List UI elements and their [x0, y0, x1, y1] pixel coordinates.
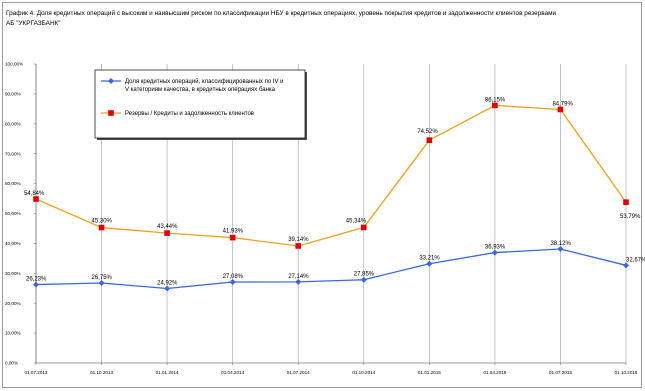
data-point-marker — [623, 199, 629, 205]
chart-title: График 4. Доля кредитных операций с высо… — [6, 10, 557, 27]
data-label: 38,12% — [550, 241, 571, 247]
data-label: 39,14% — [288, 237, 309, 243]
x-tick-label: 01.04.2015 — [483, 370, 506, 375]
data-label: 54,84% — [24, 191, 45, 197]
y-tick-label: 10,00% — [5, 331, 21, 336]
data-label: 86,15% — [485, 97, 506, 103]
data-point-marker — [491, 249, 498, 256]
data-label: 32,67% — [626, 257, 645, 263]
x-tick-label: 01.07.2013 — [25, 370, 48, 375]
legend-marker — [108, 78, 114, 84]
data-label: 33,21% — [419, 256, 440, 262]
legend-label: Доля кредитных операций, классифицирован… — [125, 78, 284, 93]
y-tick-label: 0,00% — [5, 361, 18, 366]
data-point-marker — [98, 280, 105, 287]
data-point-marker — [426, 137, 433, 143]
x-tick-label: 01.10.2013 — [90, 370, 113, 375]
data-point-marker — [98, 224, 105, 231]
data-label: 45,30% — [92, 219, 113, 225]
y-tick-label: 90,00% — [5, 92, 21, 97]
data-label: 27,85% — [354, 272, 375, 278]
x-tick-label: 01.10.2015 — [615, 370, 638, 375]
data-label: 36,93% — [485, 245, 506, 251]
data-label: 41,93% — [223, 229, 244, 235]
y-tick-label: 70,00% — [5, 151, 21, 156]
x-tick-label: 01.10.2014 — [352, 370, 375, 375]
data-point-marker — [33, 196, 39, 202]
data-point-marker — [557, 246, 564, 253]
data-point-marker — [164, 285, 171, 292]
data-point-marker — [33, 281, 39, 288]
y-tick-label: 20,00% — [5, 301, 21, 306]
x-tick-label: 01.04.2014 — [221, 370, 244, 375]
data-label: 45,34% — [346, 218, 367, 224]
data-point-marker — [229, 279, 236, 286]
data-label: 74,52% — [417, 129, 438, 135]
y-tick-label: 40,00% — [5, 241, 21, 246]
data-label: 27,08% — [223, 274, 244, 280]
legend-label: Резервы / Кредиты и задолженность клиент… — [125, 111, 254, 117]
y-axis: 0,00% 10,00% 20,00% 30,00% 40,00% 50,00% 60,00… — [5, 62, 37, 366]
x-tick-label: 01.07.2014 — [287, 370, 310, 375]
data-label: 27,14% — [288, 274, 309, 280]
data-point-marker — [492, 102, 498, 109]
data-label: 43,44% — [157, 224, 178, 230]
data-point-marker — [557, 106, 564, 113]
chart-frame — [2, 2, 642, 388]
legend: Доля кредитных операций, классифицирован… — [94, 69, 307, 140]
data-point-marker — [229, 234, 236, 241]
data-label: 53,79% — [620, 214, 641, 220]
data-label: 84,79% — [552, 101, 573, 107]
series-group: 26,23% 26,75% 24,92% 27,08% 27,14% 27,85% 33,2… — [24, 97, 645, 292]
series-line — [35, 248, 627, 290]
x-tick-label: 01.07.2015 — [549, 370, 572, 375]
x-tick-label: 01.01.2015 — [418, 370, 441, 375]
data-label: 26,23% — [26, 277, 47, 283]
data-point-marker — [623, 262, 629, 269]
x-axis: 01.07.2013 01.10.2013 01.01.2014 01.04.2014… — [25, 362, 638, 375]
data-point-marker — [295, 278, 302, 285]
y-tick-label: 100,00% — [5, 62, 23, 67]
data-point-marker — [295, 243, 302, 249]
y-tick-label: 50,00% — [5, 211, 21, 216]
y-tick-label: 30,00% — [5, 271, 21, 276]
data-point-marker — [360, 276, 367, 283]
legend-marker — [108, 110, 114, 116]
y-tick-label: 80,00% — [5, 121, 21, 126]
series-line — [35, 104, 627, 247]
data-point-marker — [164, 230, 170, 236]
data-point-marker — [360, 224, 367, 231]
legend-box — [94, 69, 306, 139]
y-tick-label: 60,00% — [5, 181, 21, 186]
data-label: 24,92% — [157, 280, 178, 286]
x-tick-label: 01.01.2014 — [156, 370, 179, 375]
data-point-marker — [426, 260, 433, 267]
data-label: 26,75% — [92, 275, 113, 281]
